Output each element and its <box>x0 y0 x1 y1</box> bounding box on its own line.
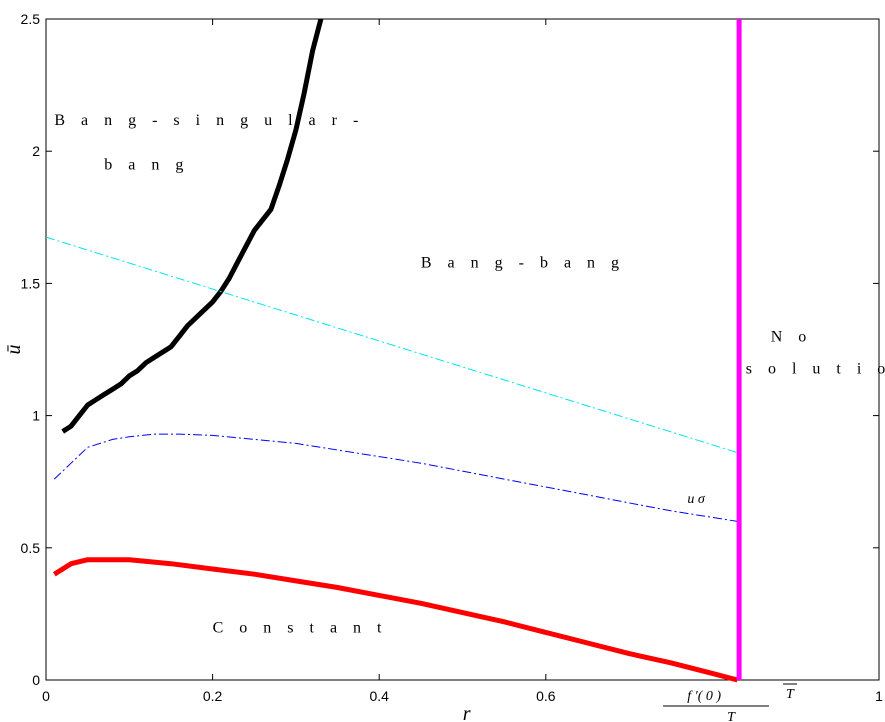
annotation-label: b a n g <box>104 157 189 174</box>
y-tick-label: 0.5 <box>21 540 41 556</box>
special-tick-numerator: f ′( 0 ) <box>687 689 721 704</box>
ticks: 0 0.2 0.4 0.6 1 0 0.5 1 1.5 2 2.5 <box>21 11 884 704</box>
series-line-0 <box>61 18 324 434</box>
annotation-label: B a n g - b a n g <box>421 255 625 272</box>
series-line-1 <box>52 557 739 683</box>
y-tick-label: 2.5 <box>21 11 41 27</box>
y-tick-label: 1.5 <box>21 275 41 291</box>
annotation-label: C o n s t a n t <box>213 619 388 636</box>
annotation-label: N o <box>771 329 813 346</box>
x-special-tick: f ′( 0 ) T T <box>663 683 798 722</box>
special-tick-denominator: T <box>727 710 736 722</box>
x-tick-label: 0.6 <box>536 688 556 704</box>
x-axis-label: r <box>463 703 471 722</box>
x-tick-label: 0.2 <box>203 688 223 704</box>
annotation-label: s o l u t i o n <box>746 360 885 377</box>
x-tick-label: 0.4 <box>369 688 389 704</box>
special-tick-overline-symbol: T <box>786 687 795 702</box>
x-tick-label: 0 <box>42 688 50 704</box>
annotations: B a n g - s i n g u l a r - b a n g B a n … <box>54 112 885 637</box>
series-line-2 <box>45 236 738 454</box>
y-tick-label: 2 <box>32 143 40 159</box>
y-axis-label: ū <box>3 345 25 355</box>
series-line-3 <box>53 433 738 522</box>
y-tick-label: 0 <box>32 672 40 688</box>
x-tick-label: 1 <box>875 688 883 704</box>
annotation-label: B a n g - s i n g u l a r - <box>54 112 364 129</box>
plot-area <box>45 18 880 681</box>
y-tick-label: 1 <box>32 408 40 424</box>
annotation-label: u σ <box>687 492 706 507</box>
series-group <box>45 18 742 683</box>
